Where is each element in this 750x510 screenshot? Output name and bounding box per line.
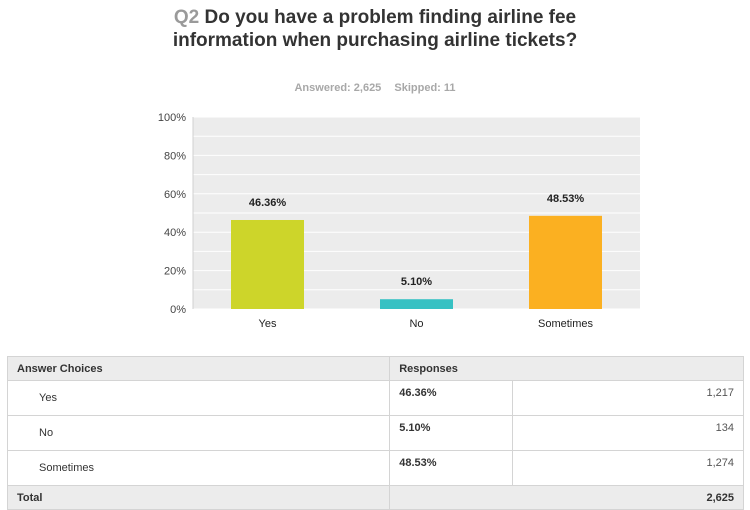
data-label: 46.36% — [249, 197, 287, 209]
question-title: Q2 Do you have a problem finding airline… — [150, 6, 600, 52]
choice-percent: 48.53% — [389, 450, 514, 486]
bar-chart: 0% 20% 40% 60% 80% 100% 46.36% Yes 5.10% No 48.53%… — [158, 112, 640, 330]
table-total-row: Total 2,625 — [6, 485, 744, 510]
choice-label: No — [6, 415, 391, 451]
x-tick-label: Yes — [259, 318, 277, 330]
bar-no — [380, 299, 453, 309]
choice-label: Yes — [6, 380, 391, 416]
response-summary: Answered: 2,625 Skipped: 11 — [0, 82, 750, 94]
bar-sometimes — [529, 215, 602, 309]
table-row: Yes 46.36% 1,217 — [6, 380, 744, 416]
y-tick-label: 40% — [164, 227, 186, 239]
question-number: Q2 — [173, 7, 200, 28]
total-count: 2,625 — [389, 485, 744, 510]
choice-label: Sometimes — [6, 450, 391, 486]
data-label: 5.10% — [401, 276, 432, 288]
y-tick-label: 100% — [158, 112, 186, 124]
header-responses: Responses — [389, 356, 744, 381]
answered-count: Answered: 2,625 — [294, 82, 382, 94]
x-tick-label: No — [409, 318, 423, 330]
bar-yes — [231, 219, 304, 309]
table-row: Sometimes 48.53% 1,274 — [6, 450, 744, 486]
header-answer-choices: Answer Choices — [6, 356, 391, 381]
table-row: No 5.10% 134 — [6, 415, 744, 451]
choice-count: 134 — [512, 415, 744, 451]
table-header-row: Answer Choices Responses — [6, 356, 744, 381]
y-tick-label: 60% — [164, 189, 186, 201]
y-tick-label: 0% — [170, 304, 186, 316]
data-label: 48.53% — [547, 193, 585, 205]
question-text: Do you have a problem finding airline fe… — [172, 7, 578, 51]
y-tick-label: 80% — [164, 150, 186, 162]
choice-count: 1,217 — [512, 380, 744, 416]
responses-table: Answer Choices Responses Yes 46.36% 1,21… — [6, 356, 744, 510]
choice-percent: 46.36% — [389, 380, 514, 416]
skipped-count: Skipped: 11 — [394, 82, 456, 94]
y-tick-label: 20% — [164, 266, 186, 278]
choice-percent: 5.10% — [389, 415, 514, 451]
x-tick-label: Sometimes — [538, 318, 594, 330]
choice-count: 1,274 — [512, 450, 744, 486]
total-label: Total — [6, 485, 391, 510]
